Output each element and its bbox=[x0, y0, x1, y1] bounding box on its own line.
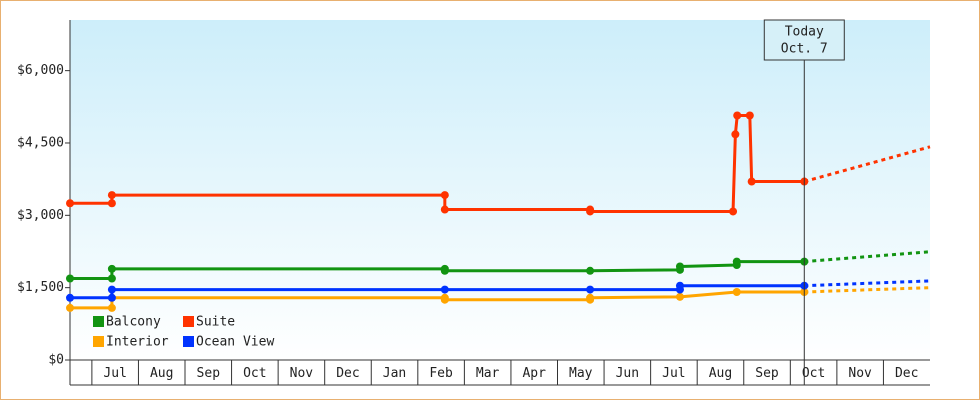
point bbox=[440, 205, 449, 214]
x-tick-label: Jun bbox=[616, 366, 639, 381]
point bbox=[107, 293, 116, 302]
point bbox=[107, 199, 116, 208]
y-tick-label: $0 bbox=[48, 353, 64, 368]
point bbox=[586, 266, 595, 275]
forecast-line bbox=[804, 279, 931, 288]
forecast-line bbox=[804, 250, 931, 264]
legend-swatch bbox=[183, 316, 194, 327]
legend-swatch bbox=[93, 316, 104, 327]
today-box bbox=[763, 19, 845, 61]
point bbox=[66, 199, 74, 208]
point bbox=[66, 293, 74, 302]
point bbox=[107, 285, 116, 294]
x-tick-label: Oct bbox=[243, 366, 266, 381]
x-tick-label: Jan bbox=[383, 366, 406, 381]
series-line bbox=[70, 290, 805, 310]
x-tick-label: Nov bbox=[290, 366, 314, 381]
today-label: Oct. 7 bbox=[781, 42, 828, 57]
x-tick-label: Aug bbox=[150, 366, 173, 381]
x-tick-label: May bbox=[569, 366, 593, 381]
point bbox=[729, 207, 738, 216]
legend-label: Interior bbox=[106, 335, 169, 350]
point bbox=[440, 285, 449, 294]
today-label: Today bbox=[785, 25, 824, 40]
legend-label: Ocean View bbox=[196, 335, 274, 350]
x-tick-label: Aug bbox=[709, 366, 732, 381]
x-tick-label: Apr bbox=[522, 366, 546, 381]
point bbox=[745, 111, 754, 120]
x-tick-label: Jul bbox=[103, 366, 126, 381]
point bbox=[732, 257, 741, 266]
point bbox=[586, 285, 595, 294]
point bbox=[586, 207, 595, 216]
x-tick-label: Dec bbox=[895, 366, 918, 381]
point bbox=[440, 295, 449, 304]
x-tick-label: Oct bbox=[802, 366, 825, 381]
point bbox=[747, 177, 756, 186]
point bbox=[675, 262, 684, 271]
point bbox=[66, 303, 74, 312]
point bbox=[66, 274, 74, 283]
point bbox=[675, 281, 684, 290]
x-tick-label: Sep bbox=[197, 366, 221, 381]
point bbox=[107, 274, 116, 283]
legend-label: Balcony bbox=[106, 315, 161, 330]
point bbox=[586, 293, 595, 302]
point bbox=[107, 264, 116, 273]
y-tick-label: $6,000 bbox=[17, 63, 64, 78]
plot-area bbox=[70, 20, 930, 360]
point bbox=[675, 292, 684, 301]
point bbox=[440, 191, 449, 200]
x-tick-label: Mar bbox=[476, 366, 500, 381]
point bbox=[440, 266, 449, 275]
legend-swatch bbox=[93, 336, 104, 347]
x-tick-label: Dec bbox=[336, 366, 359, 381]
forecast-line bbox=[803, 145, 931, 184]
point bbox=[731, 130, 740, 139]
x-tick-label: Jul bbox=[662, 366, 685, 381]
y-tick-label: $1,500 bbox=[17, 280, 64, 295]
x-tick-label: Nov bbox=[848, 366, 872, 381]
y-tick-label: $4,500 bbox=[17, 135, 64, 150]
x-tick-label: Feb bbox=[429, 366, 453, 381]
legend-label: Suite bbox=[196, 315, 235, 330]
point bbox=[732, 288, 741, 296]
x-tick-label: Sep bbox=[755, 366, 779, 381]
point bbox=[107, 303, 116, 312]
point bbox=[107, 191, 116, 200]
point bbox=[733, 111, 742, 120]
forecast-line bbox=[804, 286, 931, 294]
y-tick-label: $3,000 bbox=[17, 208, 64, 223]
legend-swatch bbox=[183, 336, 194, 347]
